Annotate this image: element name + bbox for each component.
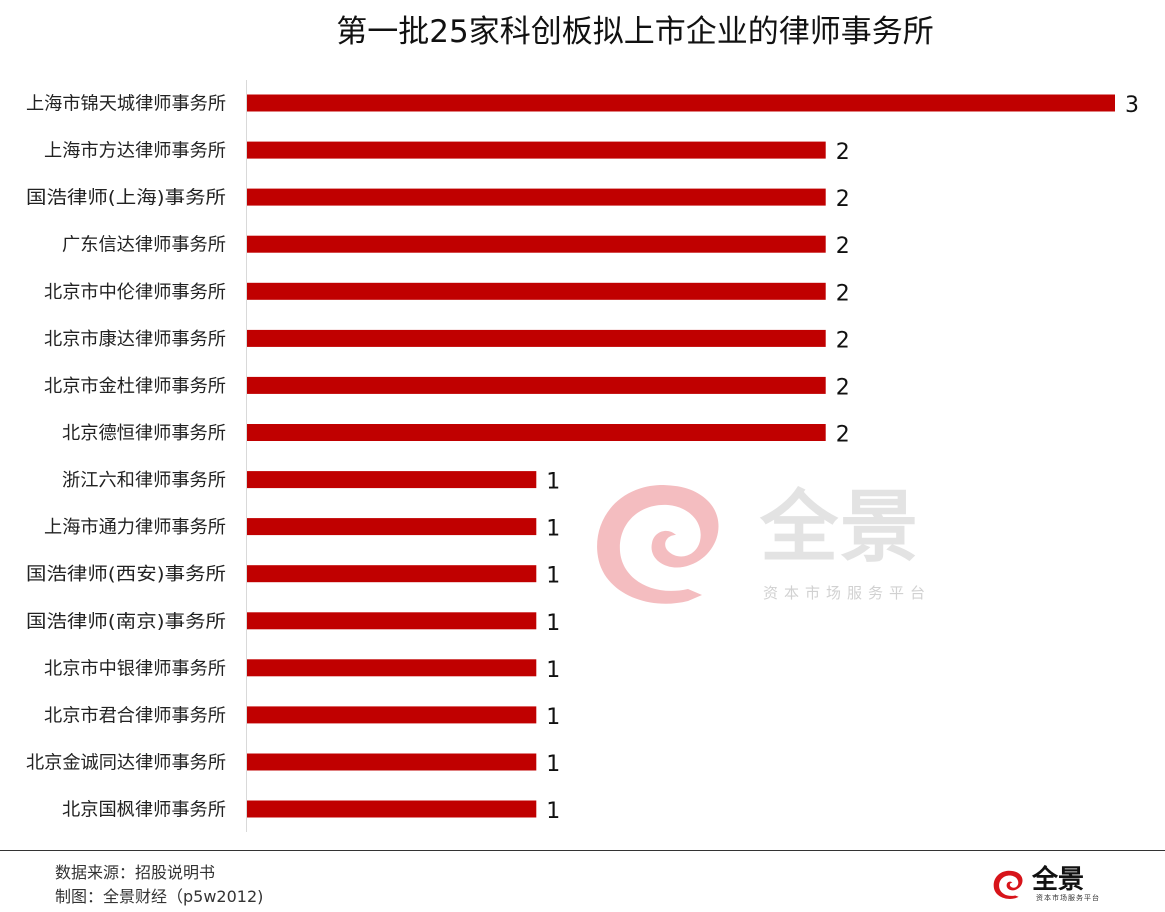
category-label: 北京市康达律师事务所 [44, 329, 226, 350]
category-label: 北京市君合律师事务所 [44, 705, 226, 726]
bar [247, 753, 537, 771]
footer-logo-brand: 全景 [1032, 865, 1085, 895]
bar-chart: 上海市锦天城律师事务所上海市方达律师事务所国浩律师(上海)事务所广东信达律师事务… [26, 80, 1139, 832]
bar [247, 424, 826, 441]
bar [247, 471, 537, 489]
value-label: 1 [546, 611, 560, 636]
bar [247, 706, 537, 724]
bar [247, 188, 826, 206]
category-label: 北京德恒律师事务所 [62, 423, 226, 444]
bar [247, 565, 537, 583]
category-labels-layer: 上海市锦天城律师事务所上海市方达律师事务所国浩律师(上海)事务所广东信达律师事务… [26, 94, 226, 821]
category-label: 浙江六和律师事务所 [62, 470, 226, 491]
bar [247, 518, 537, 536]
footer-logo-icon [993, 870, 1023, 899]
footer-divider [0, 850, 1165, 851]
footer-logo-tagline: 资本市场服务平台 [1036, 894, 1100, 902]
bar [247, 141, 826, 159]
footer-logo: 全景 资本市场服务平台 [992, 864, 1102, 904]
value-label: 2 [836, 281, 850, 306]
value-label: 2 [836, 375, 850, 400]
category-label: 北京国枫律师事务所 [62, 800, 226, 821]
category-label: 国浩律师(上海)事务所 [26, 188, 226, 209]
value-label: 1 [546, 752, 560, 777]
category-label: 北京市金杜律师事务所 [44, 376, 226, 397]
data-source: 数据来源：招股说明书 [55, 863, 216, 882]
category-label: 上海市锦天城律师事务所 [26, 94, 226, 115]
bar [247, 800, 537, 818]
value-label: 2 [836, 234, 850, 259]
bar [247, 94, 1115, 112]
value-label: 2 [836, 423, 850, 448]
value-label: 1 [546, 564, 560, 589]
category-label: 北京市中银律师事务所 [44, 658, 226, 679]
chart-credit: 制图：全景财经（p5w2012) [55, 887, 264, 906]
bar [247, 235, 826, 253]
value-label: 2 [836, 187, 850, 212]
value-label: 2 [836, 328, 850, 353]
value-label: 1 [546, 470, 560, 495]
bar [247, 329, 826, 347]
value-label: 1 [546, 705, 560, 730]
category-label: 上海市方达律师事务所 [44, 141, 226, 162]
bar [247, 612, 537, 630]
value-label: 3 [1125, 93, 1139, 118]
category-label: 北京市中伦律师事务所 [44, 282, 226, 303]
value-label: 1 [546, 799, 560, 824]
value-label: 2 [836, 140, 850, 165]
value-label: 1 [546, 658, 560, 683]
bar [247, 376, 826, 394]
chart-title: 第一批25家科创板拟上市企业的律师事务所 [336, 14, 934, 50]
category-label: 上海市通力律师事务所 [44, 517, 226, 538]
category-label: 国浩律师(西安)事务所 [26, 564, 226, 585]
value-label: 1 [546, 517, 560, 542]
bar [247, 282, 826, 300]
bars-layer [247, 94, 1115, 818]
category-label: 北京金诚同达律师事务所 [26, 753, 226, 774]
category-label: 广东信达律师事务所 [62, 235, 226, 256]
value-labels-layer: 3 2 2 2 2 2 2 2 1 1 1 1 1 1 1 1 [546, 93, 1139, 824]
bar [247, 659, 537, 677]
category-label: 国浩律师(南京)事务所 [26, 611, 226, 632]
